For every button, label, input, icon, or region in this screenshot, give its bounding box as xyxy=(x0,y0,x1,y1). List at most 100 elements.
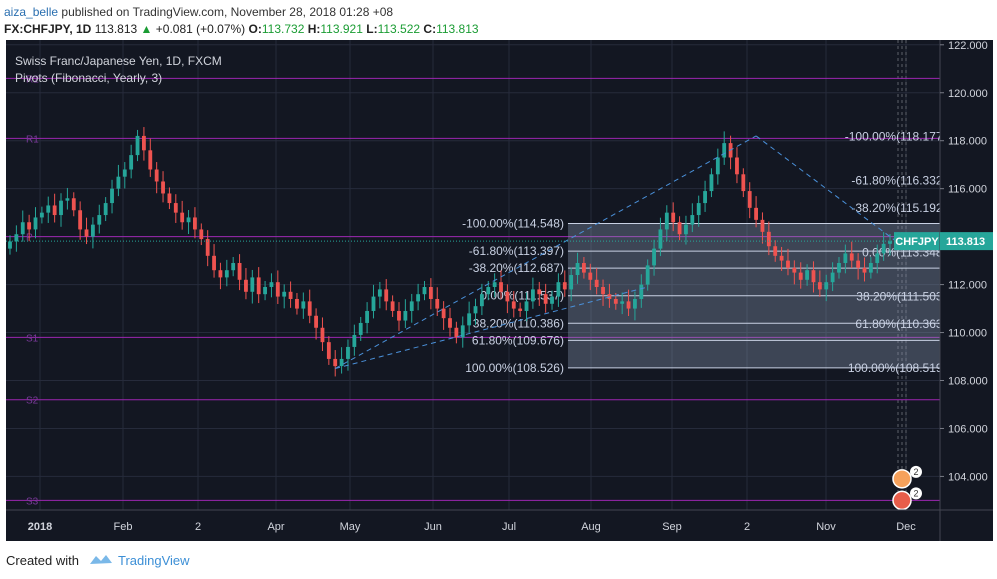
candle xyxy=(186,210,191,234)
publish-header: aiza_belle published on TradingView.com,… xyxy=(0,0,997,40)
candle xyxy=(129,144,134,179)
candle-body xyxy=(397,310,401,321)
candle-body xyxy=(792,267,797,273)
count-bubble xyxy=(910,465,922,478)
candle xyxy=(250,269,255,304)
candle xyxy=(741,168,746,198)
candle-body xyxy=(562,282,567,290)
candle xyxy=(224,259,229,287)
candle-body xyxy=(403,310,408,321)
candle-body xyxy=(766,231,771,247)
price-axis[interactable]: 104.000106.000108.000110.000112.000114.0… xyxy=(939,40,993,541)
candle xyxy=(20,210,25,242)
symbol-tag-bg xyxy=(894,232,940,251)
candle-body xyxy=(173,203,178,213)
candle-body xyxy=(543,294,548,304)
candle-body xyxy=(39,212,44,218)
candle-body xyxy=(524,301,529,311)
candle xyxy=(161,171,165,203)
candle xyxy=(320,317,325,352)
created-with-text: Created with xyxy=(6,553,79,568)
flag-circle[interactable] xyxy=(892,490,912,511)
candle xyxy=(142,127,146,161)
chart-panel[interactable]: R2R1PS1S2S3 -100.00%(114.548)-61.80%(113… xyxy=(6,40,997,541)
candle-body xyxy=(773,246,778,256)
candle-body xyxy=(530,289,535,302)
candle xyxy=(397,302,401,331)
candle-body xyxy=(358,322,363,335)
candle xyxy=(90,217,95,249)
trend-line xyxy=(755,135,904,247)
candle xyxy=(237,254,242,291)
candle-body xyxy=(288,291,293,299)
price-chart[interactable]: R2R1PS1S2S3 -100.00%(114.548)-61.80%(113… xyxy=(6,40,997,541)
candle-body xyxy=(307,301,312,316)
candle-body xyxy=(244,279,248,292)
candle-body xyxy=(320,327,325,343)
fib-level-label: -100.00%(114.548) xyxy=(462,216,564,230)
candle xyxy=(307,289,312,324)
candle-body xyxy=(422,286,427,295)
candle-body xyxy=(671,212,676,223)
candle-body xyxy=(339,358,344,367)
candle-body xyxy=(454,327,459,338)
candle-body xyxy=(435,298,440,309)
candle xyxy=(8,235,12,255)
candle-body xyxy=(71,198,76,211)
time-axis[interactable]: 2018 Feb 2 Apr May Jun Jul Aug Sep 2 Nov Dec xyxy=(6,509,993,533)
time-tick-label: 2018 xyxy=(28,521,52,533)
time-tick-label: Nov xyxy=(816,521,836,533)
fib-level-label: -100.00%(118.177) xyxy=(845,129,947,143)
event-flag-icon[interactable]: 2 xyxy=(892,465,922,489)
event-flag-icon[interactable]: 2 xyxy=(892,487,922,511)
candle xyxy=(193,207,197,239)
time-tick-label: Sep xyxy=(662,521,682,533)
candle xyxy=(645,259,650,291)
flag-circle[interactable] xyxy=(892,469,912,489)
candle xyxy=(409,293,414,323)
trend-line xyxy=(334,135,757,369)
author-link[interactable]: aiza_belle xyxy=(4,5,59,19)
time-tick-label: 2 xyxy=(195,521,201,533)
candle-body xyxy=(626,301,631,309)
candle xyxy=(492,273,497,298)
candle xyxy=(460,316,465,348)
candle-body xyxy=(715,157,720,175)
candle xyxy=(722,131,727,165)
candle-body xyxy=(620,301,625,304)
tradingview-brand[interactable]: TradingView xyxy=(118,553,190,568)
last-price-tag-bg xyxy=(940,232,993,251)
candle xyxy=(747,182,752,219)
pivot-label-s2: S2 xyxy=(26,396,39,407)
candle xyxy=(256,267,261,304)
fib-retracements[interactable]: -100.00%(114.548) -61.80%(113.397) -38.20%… xyxy=(462,129,997,375)
fib-level-label: 38.20%(111.503) xyxy=(856,290,946,304)
candle-body xyxy=(473,306,478,314)
time-tick-label: Aug xyxy=(581,521,601,533)
candle xyxy=(639,274,644,308)
time-tick-label: Feb xyxy=(114,521,133,533)
byline: aiza_belle published on TradingView.com,… xyxy=(4,5,393,19)
candle-body xyxy=(224,270,229,278)
candle-body xyxy=(282,291,287,297)
candle-body xyxy=(569,275,574,290)
tradingview-logo-icon[interactable] xyxy=(88,552,114,568)
candle xyxy=(703,180,707,212)
candle-body xyxy=(352,334,357,347)
candle xyxy=(881,232,886,261)
candle-body xyxy=(90,224,95,237)
candle-body xyxy=(722,143,727,158)
candle xyxy=(779,246,784,271)
candle-body xyxy=(881,243,886,254)
fib-level-label: -61.80%(116.332) xyxy=(851,174,946,188)
candle-body xyxy=(703,191,707,204)
candle xyxy=(505,284,510,314)
time-tick-label: 2 xyxy=(744,521,750,533)
fib-box-1[interactable]: -100.00%(114.548)-61.80%(113.397)-38.20%… xyxy=(462,216,948,375)
close-value: 113.813 xyxy=(436,22,479,36)
candle-body xyxy=(448,318,452,328)
indicator-label[interactable]: Pivots (Fibonacci, Yearly, 3) xyxy=(15,71,162,85)
candle xyxy=(562,270,567,297)
candle xyxy=(530,277,535,309)
candle-body xyxy=(135,135,140,156)
